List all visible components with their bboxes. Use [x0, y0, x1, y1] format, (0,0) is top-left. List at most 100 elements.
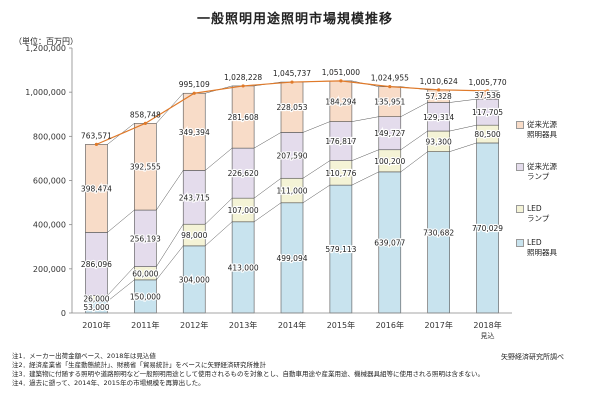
- data-label: 150,000: [130, 292, 161, 301]
- source-credit: 矢野経済研究所調べ: [501, 353, 564, 361]
- bar-connector: [107, 279, 135, 302]
- legend-swatch-led-fixtures: [516, 239, 524, 247]
- legend-item-led-fixtures: LED 照明器具: [516, 238, 586, 264]
- legend-swatch-conventional-fixtures: [516, 121, 524, 129]
- x-axis: 2010年 2011年 2012年 2013年 2014年 2015年 2016年 2017年…: [72, 312, 512, 340]
- legend-swatch-led-lamps: [516, 205, 524, 213]
- legend-label-led-fixtures: LED 照明器具: [527, 238, 557, 257]
- y-tick-label: 400,000: [33, 221, 66, 230]
- total-point: [143, 121, 147, 125]
- data-label: 80,500: [474, 130, 500, 139]
- data-label: 392,555: [130, 163, 161, 172]
- legend-label-led-lamps: LED ランプ: [527, 204, 550, 223]
- x-tick-label: 2012年: [180, 320, 208, 330]
- bar-connector: [400, 102, 428, 117]
- total-label: 1,051,000: [322, 68, 360, 77]
- bar-connector: [253, 202, 282, 222]
- total-label: 1,005,770: [468, 78, 506, 87]
- bar-connector: [449, 142, 477, 152]
- data-label: 286,096: [81, 260, 112, 269]
- bar-connector: [351, 149, 379, 161]
- data-label: 413,000: [228, 263, 259, 272]
- data-label: 107,000: [228, 206, 259, 215]
- data-label: 100,200: [374, 157, 405, 166]
- data-label: 349,394: [179, 128, 210, 137]
- data-label: 228,053: [276, 103, 307, 112]
- bar-connector: [302, 184, 331, 203]
- bar-connector: [351, 116, 379, 122]
- chart-title: 一般照明用途照明市場規模推移: [196, 12, 393, 27]
- data-label: 37,536: [474, 91, 500, 100]
- data-label: 184,294: [325, 97, 356, 106]
- bar-connector: [400, 151, 428, 173]
- data-label: 57,328: [426, 92, 452, 101]
- bar-connector: [156, 224, 184, 267]
- bar-connector: [156, 170, 184, 211]
- y-tick-label: 200,000: [33, 265, 66, 274]
- x-tick-label: 2014年: [278, 320, 306, 330]
- data-label: 579,113: [325, 245, 356, 254]
- legend-swatch-conventional-lamps: [516, 163, 524, 171]
- y-tick-label: 1,200,000: [25, 44, 66, 53]
- unit-label: （単位：百万円）: [14, 37, 78, 46]
- data-label: 770,029: [472, 224, 503, 233]
- bar-connectors: [107, 80, 477, 302]
- footnote: 注1．メーカー出荷金額ベース、2018年は見込値: [12, 352, 156, 360]
- total-label: 1,028,228: [224, 73, 262, 82]
- footnote: 注2．経済産業省「生産動態統計」、財務省「貿易統計」をベースに矢野経済研究所推計: [12, 361, 267, 369]
- bar-connector: [205, 197, 233, 225]
- total-line: 763,571 858,748 995,109 1,028,228 1,045,737 1…: [81, 68, 507, 146]
- data-label: 53,000: [83, 303, 109, 312]
- legend-item-led-lamps: LED ランプ: [516, 204, 586, 230]
- total-point: [437, 88, 441, 92]
- total-point: [485, 89, 490, 93]
- footnote: 注3．建築物に付随する照明や道路照明など一般照明用途として使用されるものを対象と…: [12, 370, 484, 378]
- data-label: 176,817: [325, 137, 356, 146]
- bar-connector: [449, 98, 477, 103]
- bar-connector: [302, 121, 330, 133]
- data-label: 398,474: [81, 184, 112, 193]
- bar-connector: [156, 245, 184, 281]
- x-tick-label: 2018年: [473, 320, 501, 330]
- total-point: [241, 84, 245, 88]
- bar-connector: [253, 178, 282, 199]
- data-label: 26,000: [83, 294, 109, 303]
- bar-connector: [351, 171, 379, 186]
- x-tick-label: 2010年: [82, 320, 110, 330]
- bar-connector: [205, 221, 233, 247]
- x-tick-label: 2013年: [229, 320, 257, 330]
- data-label: 111,000: [276, 187, 307, 196]
- legend-label-conventional-fixtures: 従来光源 照明器具: [527, 120, 557, 139]
- total-label: 1,045,737: [273, 69, 311, 78]
- x-tick-label: 2011年: [131, 320, 159, 330]
- data-label: 129,314: [423, 113, 454, 122]
- data-label: 149,727: [374, 129, 405, 138]
- y-tick-label: 800,000: [33, 132, 66, 141]
- data-label: 135,951: [374, 98, 405, 107]
- data-label: 304,000: [179, 275, 210, 284]
- y-tick-label: 1,000,000: [25, 88, 66, 97]
- legend-label-conventional-lamps: 従来光源 ランプ: [527, 162, 557, 181]
- x-tick-sublabel: 見込: [481, 331, 495, 340]
- total-point: [339, 79, 343, 83]
- total-point: [290, 80, 294, 84]
- data-label: 499,094: [276, 254, 307, 263]
- x-tick-label: 2017年: [424, 320, 452, 330]
- total-point: [388, 85, 392, 89]
- data-label: 639,077: [374, 238, 405, 247]
- total-label: 858,748: [130, 110, 161, 119]
- data-label: 730,682: [423, 228, 454, 237]
- data-label: 110,776: [325, 169, 356, 178]
- data-label: 243,715: [179, 193, 210, 202]
- bars: [85, 80, 499, 314]
- y-axis: 0 200,000 400,000 600,000 800,000 1,000,000 1,…: [25, 44, 73, 318]
- data-label: 207,590: [276, 151, 307, 160]
- footnote: 注4．過去に遡って、2014年、2015年の市場規模を再算出した。: [12, 379, 205, 387]
- data-label: 60,000: [132, 269, 158, 278]
- bar-connector: [205, 147, 233, 171]
- total-label: 995,109: [179, 80, 210, 89]
- data-label: 98,000: [181, 231, 207, 240]
- data-label: 93,300: [426, 137, 452, 146]
